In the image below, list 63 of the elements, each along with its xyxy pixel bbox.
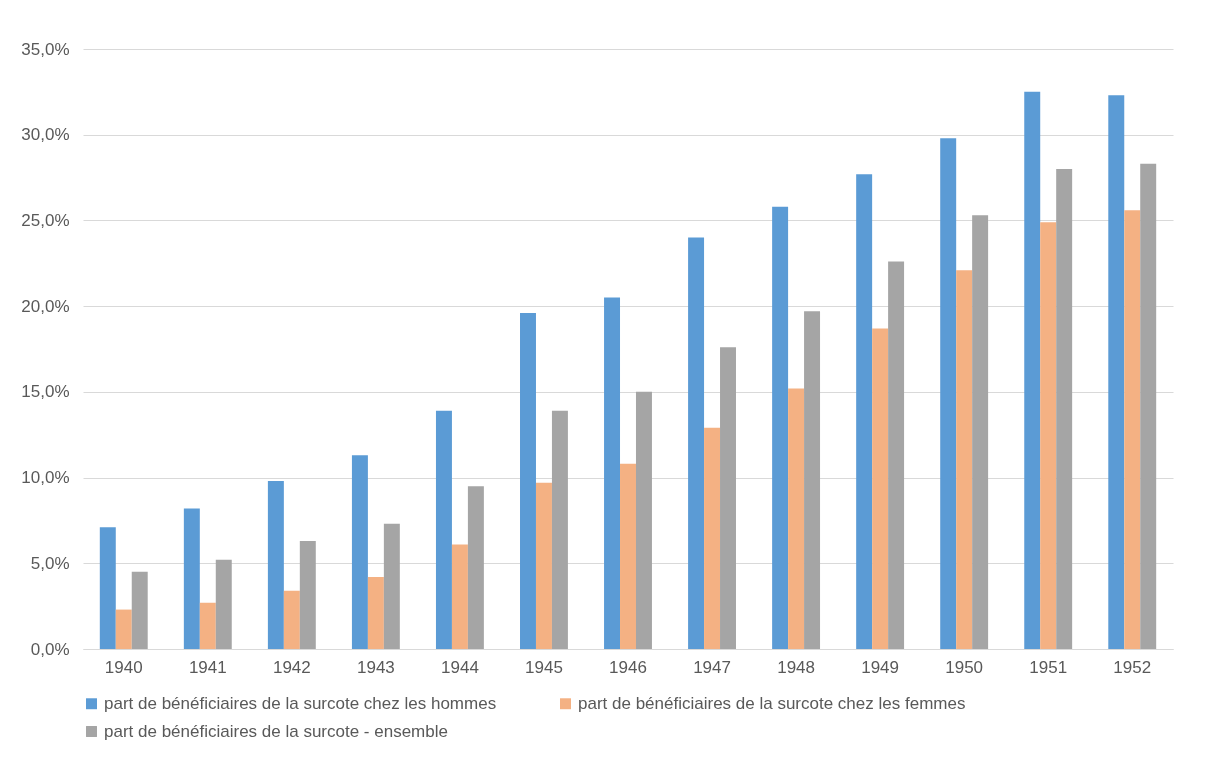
bar — [1108, 95, 1125, 649]
bar — [467, 486, 484, 649]
x-tick-label: 1949 — [861, 657, 900, 677]
legend-label: part de bénéficiaires de la surcote - ensemble — [104, 721, 448, 741]
bar — [872, 328, 889, 649]
bar — [688, 237, 705, 649]
bar — [956, 270, 973, 649]
bar — [788, 388, 805, 649]
x-tick-label: 1940 — [104, 657, 143, 677]
bar — [299, 541, 316, 649]
bar — [215, 559, 232, 649]
x-tick-label: 1942 — [272, 657, 311, 677]
bar — [267, 481, 284, 649]
bar — [1124, 210, 1141, 649]
bar — [435, 410, 452, 649]
bar — [199, 602, 216, 649]
bar — [367, 577, 384, 649]
bar — [804, 311, 821, 649]
bar — [1024, 91, 1041, 649]
bar — [604, 297, 621, 649]
bar — [551, 410, 568, 649]
y-tick-label: 10,0% — [21, 468, 70, 488]
x-tick-label: 1945 — [525, 657, 563, 677]
y-tick-label: 15,0% — [21, 382, 70, 402]
bar — [351, 455, 368, 649]
x-tick-label: 1944 — [441, 657, 479, 677]
y-tick-label: 20,0% — [21, 296, 70, 316]
y-tick-label: 5,0% — [30, 553, 70, 573]
bar — [972, 215, 989, 649]
x-tick-label: 1951 — [1029, 657, 1068, 677]
bar — [888, 261, 905, 649]
bar — [1056, 169, 1073, 649]
bar — [99, 527, 116, 649]
x-tick-label: 1947 — [693, 657, 731, 677]
x-tick-label: 1946 — [609, 657, 647, 677]
bar — [704, 427, 721, 649]
bar — [283, 590, 300, 649]
x-tick-label: 1941 — [188, 657, 227, 677]
x-tick-label: 1950 — [945, 657, 984, 677]
legend-label: part de bénéficiaires de la surcote chez les femmes — [578, 693, 966, 713]
bar — [1040, 222, 1057, 649]
x-tick-label: 1952 — [1113, 657, 1152, 677]
bar — [635, 391, 652, 649]
y-tick-label: 0,0% — [30, 639, 70, 659]
y-tick-label: 35,0% — [21, 39, 70, 59]
bar — [520, 313, 536, 649]
bar — [720, 347, 736, 649]
legend-label: part de bénéficiaires de la surcote chez les hommes — [104, 693, 497, 713]
bar — [940, 138, 957, 649]
bar — [1140, 163, 1157, 649]
bar — [451, 544, 468, 649]
bar — [772, 206, 789, 649]
bar — [535, 482, 552, 649]
bar — [131, 571, 148, 649]
bar — [856, 174, 873, 649]
y-tick-label: 30,0% — [21, 125, 70, 145]
y-tick-label: 25,0% — [21, 210, 70, 230]
x-tick-label: 1948 — [777, 657, 815, 677]
x-tick-label: 1943 — [356, 657, 395, 677]
bar — [183, 508, 200, 649]
bar — [383, 523, 400, 649]
bar — [115, 609, 132, 649]
bar — [620, 463, 636, 649]
